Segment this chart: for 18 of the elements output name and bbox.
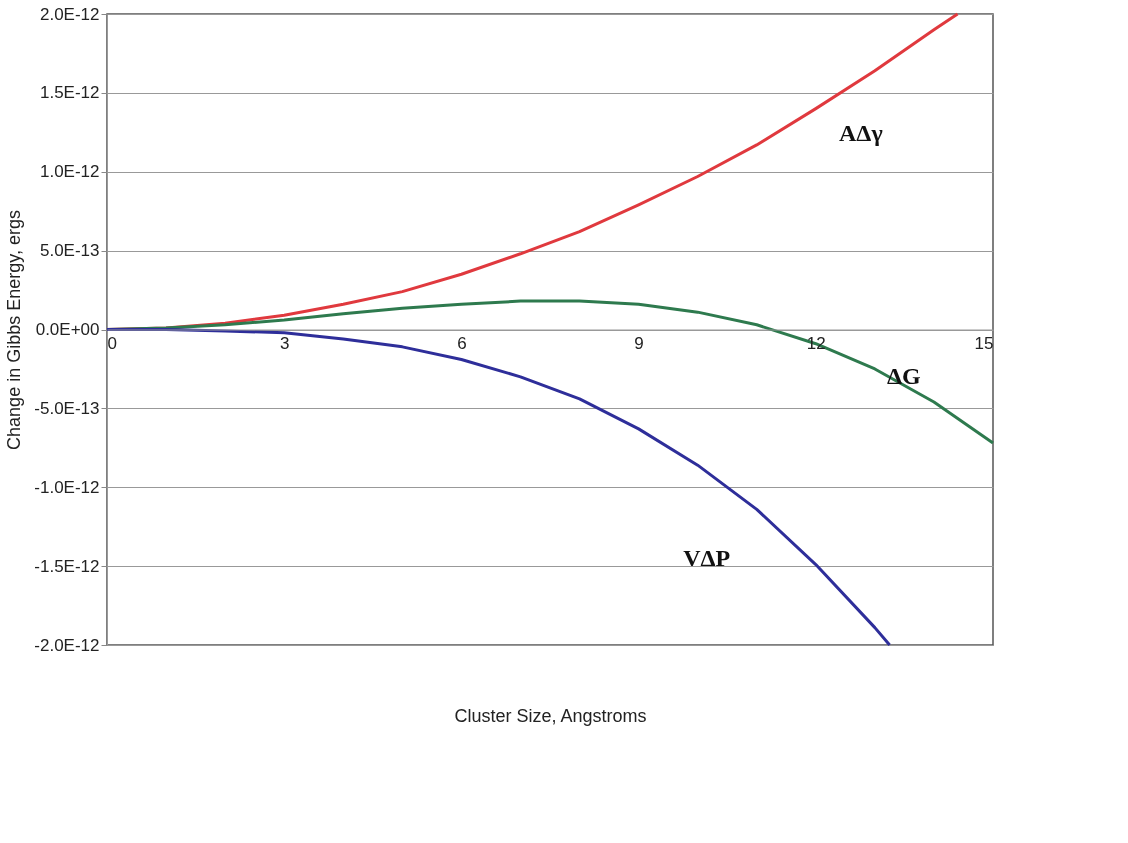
x-tick-label: 3 <box>279 334 290 353</box>
y-tick-label: 1.0E-12 <box>39 162 100 182</box>
annotation: AΔγ <box>839 119 883 146</box>
y-tick-label: 5.0E-13 <box>39 241 100 261</box>
y-tick-label: -1.0E-12 <box>34 477 100 497</box>
y-tick-label: 0.0E+00 <box>35 320 100 339</box>
x-tick-label: 9 <box>634 334 644 353</box>
y-tick-label: -1.5E-12 <box>34 556 100 576</box>
y-tick-label: 1.5E-12 <box>39 83 100 103</box>
y-axis-title: Change in Gibbs Energy, ergs <box>4 210 25 450</box>
y-tick-label: -5.0E-13 <box>34 398 100 418</box>
annotation: ΔG <box>887 363 922 390</box>
y-tick-label: -2.0E-12 <box>34 635 100 655</box>
x-axis-title: Cluster Size, Angstroms <box>454 705 647 726</box>
x-tick-label: 6 <box>457 334 467 353</box>
x-tick-label: 0 <box>107 334 117 353</box>
y-tick-label: 2.0E-12 <box>39 4 100 24</box>
annotation: VΔP <box>683 545 731 572</box>
